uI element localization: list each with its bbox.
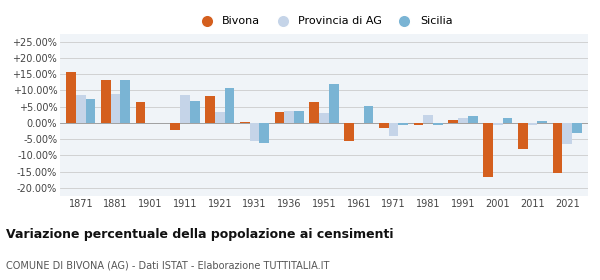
Bar <box>329 84 338 123</box>
Bar <box>379 123 389 128</box>
Bar <box>275 112 284 123</box>
Bar <box>170 123 180 130</box>
Bar <box>572 123 582 133</box>
Bar <box>413 123 424 125</box>
Bar <box>448 120 458 123</box>
Bar <box>180 95 190 123</box>
Bar <box>518 123 527 149</box>
Bar <box>76 95 86 123</box>
Bar <box>111 94 121 123</box>
Bar <box>468 116 478 123</box>
Bar <box>310 102 319 123</box>
Bar <box>424 115 433 123</box>
Bar <box>224 88 235 123</box>
Legend: Bivona, Provincia di AG, Sicilia: Bivona, Provincia di AG, Sicilia <box>196 17 452 26</box>
Bar <box>205 96 215 123</box>
Bar <box>483 123 493 176</box>
Bar <box>364 106 373 123</box>
Text: Variazione percentuale della popolazione ai censimenti: Variazione percentuale della popolazione… <box>6 228 394 241</box>
Bar <box>493 123 503 125</box>
Bar <box>240 122 250 123</box>
Bar <box>319 113 329 123</box>
Bar <box>86 99 95 123</box>
Bar <box>553 123 562 173</box>
Bar <box>562 123 572 144</box>
Bar <box>398 123 408 125</box>
Bar <box>537 121 547 123</box>
Bar <box>344 123 354 141</box>
Bar <box>66 72 76 123</box>
Bar <box>503 118 512 123</box>
Bar <box>294 111 304 123</box>
Bar <box>101 80 111 123</box>
Bar <box>433 123 443 125</box>
Bar <box>259 123 269 143</box>
Bar <box>458 118 468 123</box>
Bar <box>284 111 294 123</box>
Bar <box>121 80 130 123</box>
Bar <box>190 101 200 123</box>
Bar <box>527 123 537 125</box>
Text: COMUNE DI BIVONA (AG) - Dati ISTAT - Elaborazione TUTTITALIA.IT: COMUNE DI BIVONA (AG) - Dati ISTAT - Ela… <box>6 260 329 270</box>
Bar <box>250 123 259 141</box>
Bar <box>389 123 398 136</box>
Bar <box>215 111 224 123</box>
Bar <box>136 102 145 123</box>
